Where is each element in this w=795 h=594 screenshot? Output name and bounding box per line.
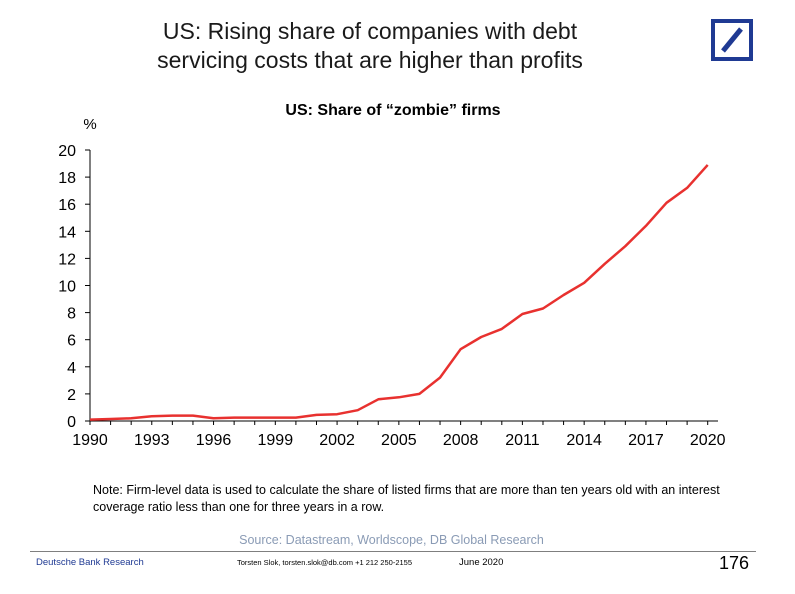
- y-tick-label: 12: [58, 251, 76, 268]
- y-tick-label: 18: [58, 170, 76, 187]
- x-tick-label: 2002: [319, 432, 355, 449]
- x-tick-label: 2011: [505, 432, 540, 449]
- x-tick-label: 2005: [381, 432, 417, 449]
- x-tick-label: 2008: [443, 432, 479, 449]
- footer-date: June 2020: [459, 557, 504, 568]
- footer-divider: [30, 551, 756, 552]
- y-tick-label: 14: [58, 224, 76, 241]
- y-tick-label: 16: [58, 197, 76, 214]
- chart-note: Note: Firm-level data is used to calcula…: [93, 483, 720, 514]
- x-tick-label: 1990: [72, 432, 108, 449]
- y-tick-label: 0: [67, 414, 76, 431]
- footer-contact: Torsten Slok, torsten.slok@db.com +1 212…: [237, 558, 413, 567]
- chart-title: US: Share of “zombie” firms: [285, 102, 500, 119]
- headline-line-2: servicing costs that are higher than pro…: [157, 47, 583, 73]
- y-tick-label: 20: [58, 143, 76, 160]
- y-tick-label: 6: [67, 333, 76, 350]
- y-tick-label: 2: [67, 387, 76, 404]
- chart-container: US: Share of “zombie” firms% 0 2 4 6 8 10 12 14 1…: [0, 95, 795, 465]
- zombie-firms-line-chart: US: Share of “zombie” firms% 0 2 4 6 8 10 12 14 1…: [58, 102, 726, 449]
- y-tick-label: 4: [67, 360, 76, 377]
- deutsche-bank-logo-icon: [711, 19, 753, 61]
- y-tick-label: 10: [58, 279, 76, 296]
- x-tick-label: 2017: [628, 432, 664, 449]
- y-axis-unit-label: %: [83, 116, 96, 133]
- headline-line-1: US: Rising share of companies with debt: [162, 18, 578, 44]
- x-tick-label: 1993: [134, 432, 170, 449]
- page-number: 176: [719, 553, 750, 573]
- x-tick-label: 1996: [196, 432, 232, 449]
- series-line: [89, 164, 709, 421]
- x-tick-label: 2014: [566, 432, 602, 449]
- footer-org: Deutsche Bank Research: [36, 557, 144, 568]
- slide-headline: US: Rising share of companies with debt …: [100, 17, 640, 75]
- x-tick-label: 2020: [690, 432, 726, 449]
- x-tick-label: 1999: [258, 432, 294, 449]
- chart-source: Source: Datastream, Worldscope, DB Globa…: [239, 533, 544, 547]
- y-tick-label: 8: [67, 306, 76, 323]
